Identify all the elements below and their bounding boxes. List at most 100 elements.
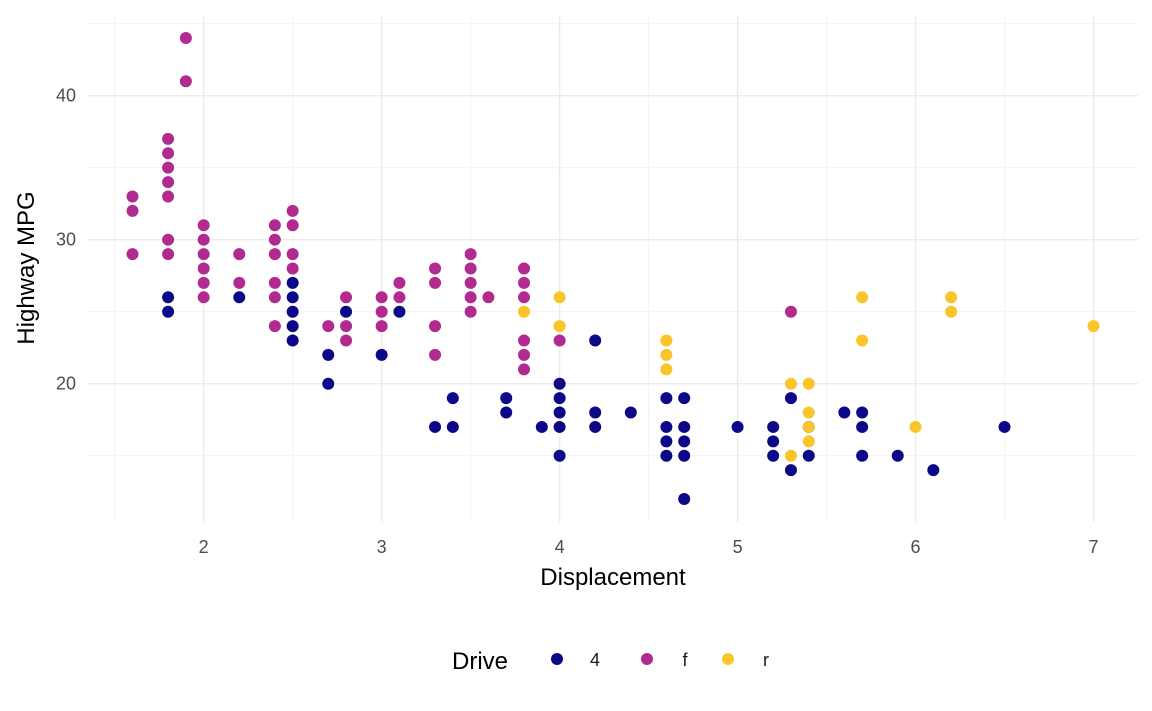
point-drive-4 [286, 276, 299, 289]
point-drive-4 [446, 420, 459, 433]
y-axis-ticks: 20 30 40 [56, 86, 76, 394]
point-drive-4 [660, 449, 673, 462]
point-drive-4 [162, 291, 175, 304]
point-drive-f [268, 291, 281, 304]
point-drive-f [375, 305, 388, 318]
point-drive-4 [767, 435, 780, 448]
point-drive-4 [802, 449, 815, 462]
point-drive-f [429, 320, 442, 333]
minor-gridlines [88, 15, 1138, 522]
point-drive-r [802, 406, 815, 419]
point-drive-4 [856, 406, 869, 419]
point-drive-4 [678, 392, 691, 405]
point-drive-r [856, 334, 869, 347]
point-drive-4 [660, 392, 673, 405]
point-drive-f [518, 262, 531, 275]
point-drive-4 [660, 420, 673, 433]
point-drive-4 [429, 420, 442, 433]
point-drive-r [909, 420, 922, 433]
point-drive-r [518, 305, 531, 318]
point-drive-f [268, 248, 281, 261]
point-drive-f [162, 176, 175, 189]
point-drive-f [518, 334, 531, 347]
point-drive-f [179, 32, 192, 45]
point-drive-4 [553, 377, 566, 390]
point-drive-f [464, 276, 477, 289]
point-drive-f [162, 132, 175, 145]
point-drive-4 [375, 348, 388, 361]
point-drive-4 [838, 406, 851, 419]
point-drive-4 [784, 464, 797, 477]
point-drive-f [518, 276, 531, 289]
point-drive-4 [927, 464, 940, 477]
legend-label-r: r [763, 650, 769, 670]
point-drive-r [802, 435, 815, 448]
point-drive-f [464, 305, 477, 318]
point-drive-4 [500, 392, 513, 405]
point-drive-4 [678, 420, 691, 433]
point-drive-f [197, 248, 210, 261]
point-drive-f [340, 334, 353, 347]
point-drive-f [340, 320, 353, 333]
point-drive-f [126, 204, 139, 217]
point-drive-r [660, 334, 673, 347]
point-drive-4 [660, 435, 673, 448]
point-drive-4 [731, 420, 744, 433]
point-drive-f [162, 248, 175, 261]
point-drive-f [126, 190, 139, 203]
point-drive-f [518, 348, 531, 361]
point-drive-f [429, 348, 442, 361]
x-tick-label: 7 [1089, 537, 1099, 557]
point-drive-f [162, 161, 175, 174]
data-points [126, 32, 1100, 505]
point-drive-r [945, 291, 958, 304]
point-drive-f [268, 320, 281, 333]
point-drive-4 [286, 291, 299, 304]
point-drive-f [197, 233, 210, 246]
point-drive-4 [678, 449, 691, 462]
point-drive-4 [767, 420, 780, 433]
legend-title: Drive [452, 648, 508, 675]
point-drive-r [660, 363, 673, 376]
point-drive-f [286, 219, 299, 232]
point-drive-f [393, 276, 406, 289]
point-drive-f [393, 291, 406, 304]
point-drive-f [233, 248, 246, 261]
x-tick-label: 4 [555, 537, 565, 557]
point-drive-4 [856, 420, 869, 433]
point-drive-r [802, 420, 815, 433]
point-drive-4 [856, 449, 869, 462]
point-drive-f [322, 320, 335, 333]
x-tick-label: 3 [377, 537, 387, 557]
point-drive-4 [767, 449, 780, 462]
point-drive-4 [624, 406, 637, 419]
point-drive-r [553, 320, 566, 333]
point-drive-4 [393, 305, 406, 318]
point-drive-4 [553, 406, 566, 419]
point-drive-f [268, 219, 281, 232]
point-drive-f [197, 262, 210, 275]
point-drive-f [162, 147, 175, 160]
point-drive-f [518, 363, 531, 376]
point-drive-4 [553, 392, 566, 405]
point-drive-r [856, 291, 869, 304]
point-drive-f [518, 291, 531, 304]
point-drive-f [197, 276, 210, 289]
point-drive-4 [589, 420, 602, 433]
point-drive-r [784, 449, 797, 462]
point-drive-f [375, 291, 388, 304]
x-tick-label: 6 [911, 537, 921, 557]
point-drive-f [482, 291, 495, 304]
point-drive-4 [678, 435, 691, 448]
point-drive-4 [286, 305, 299, 318]
x-axis-title: Displacement [540, 564, 686, 591]
point-drive-f [553, 334, 566, 347]
legend-label-f: f [682, 650, 688, 670]
legend-label-4: 4 [590, 650, 600, 670]
point-drive-f [179, 75, 192, 88]
point-drive-r [553, 291, 566, 304]
legend: Drive 4 f r [452, 648, 769, 675]
x-tick-label: 5 [733, 537, 743, 557]
point-drive-f [162, 233, 175, 246]
point-drive-f [429, 276, 442, 289]
